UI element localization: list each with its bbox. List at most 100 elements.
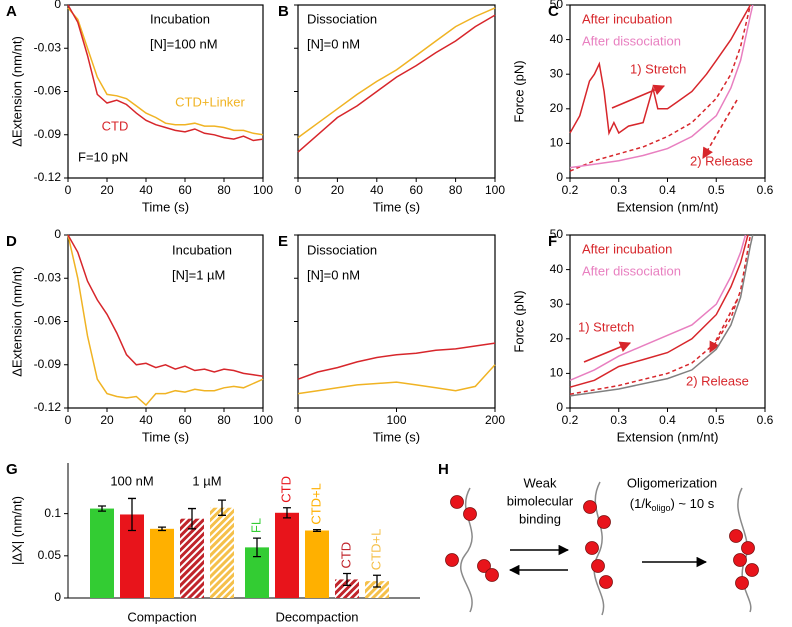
y-tick-label: 30 [550, 66, 564, 80]
y-tick-label: 40 [550, 262, 564, 276]
x-tick-label: 0.3 [610, 413, 627, 427]
bar [90, 508, 114, 598]
stretch-arrow [611, 84, 666, 109]
bar-label: CTD+L [308, 483, 323, 525]
y-tick-label: 0.1 [44, 506, 61, 520]
annotation: [N]=100 nM [150, 36, 218, 51]
x-tick-label: 100 [485, 183, 505, 197]
protein [585, 541, 599, 555]
release-arrow [709, 299, 738, 353]
error-bar [188, 507, 196, 530]
annotation: Dissociation [307, 242, 377, 257]
x-tick-label: 60 [178, 183, 192, 197]
series-label: After dissociation [582, 33, 681, 48]
error-bar [373, 574, 381, 588]
series-line [67, 7, 264, 136]
panel-letter: C [548, 3, 559, 20]
panel-letter: D [6, 233, 17, 250]
error-bar [98, 505, 106, 512]
x-axis-label: Time (s) [142, 429, 189, 444]
error-bar [253, 537, 261, 558]
series-line [297, 342, 496, 380]
error-bar [313, 529, 321, 532]
x-tick-label: 0 [295, 413, 302, 427]
panel-letter: B [278, 3, 289, 20]
error-bar [343, 572, 351, 586]
x-tick-label: 0.3 [610, 183, 627, 197]
panel-letter: H [438, 461, 449, 478]
bar-label: CTD [338, 542, 353, 569]
panel-letter: A [6, 3, 17, 20]
panel-letter: F [548, 233, 557, 250]
bar [210, 507, 234, 598]
bar-label: CTD+L [368, 529, 383, 571]
y-tick-label: 0 [556, 170, 563, 184]
release-arrow [702, 99, 738, 159]
x-tick-label: 80 [217, 413, 231, 427]
y-tick-label: 50 [550, 227, 564, 241]
x-axis-label: Extension (nm/nt) [617, 429, 719, 444]
protein [485, 568, 499, 582]
y-tick-label: 0 [54, 0, 61, 11]
x-tick-label: 200 [485, 413, 505, 427]
x-tick-label: 0.5 [708, 413, 725, 427]
series-line [297, 14, 496, 153]
x-axis-label: Time (s) [142, 199, 189, 214]
x-axis-label: Extension (nm/nt) [617, 199, 719, 214]
y-tick-label: 50 [550, 0, 564, 11]
y-tick-label: 20 [550, 101, 564, 115]
x-tick-label: 20 [331, 183, 345, 197]
series-line [67, 4, 264, 142]
x-tick-label: 0 [65, 183, 72, 197]
x-tick-label: 100 [253, 413, 273, 427]
series-line [297, 7, 496, 139]
arrows [583, 84, 738, 363]
x-tick-label: 20 [100, 183, 114, 197]
y-tick-label: -0.12 [34, 170, 62, 184]
y-tick-label: 10 [550, 366, 564, 380]
y-tick-label: 0 [54, 227, 61, 241]
annotation: Dissociation [307, 11, 377, 26]
y-tick-label: -0.09 [34, 127, 62, 141]
oligo-label: Oligomerization [627, 475, 717, 490]
y-tick-label: 0.05 [38, 548, 62, 562]
protein [463, 507, 477, 521]
concentration-label: 100 nM [110, 473, 153, 488]
annotation: Incubation [172, 242, 232, 257]
rate-label: (1/koligo) ~ 10 s [630, 496, 715, 513]
x-tick-label: 0.2 [562, 183, 579, 197]
bar [180, 518, 204, 598]
protein [741, 541, 755, 555]
x-tick-label: 0 [65, 413, 72, 427]
binding-label: Weak [524, 475, 557, 490]
series-label: CTD+Linker [175, 94, 245, 109]
protein [450, 495, 464, 509]
concentration-label: 1 µM [192, 473, 221, 488]
y-axis-label: ΔExtension (nm/nt) [9, 36, 24, 147]
annotation: F=10 pN [78, 149, 128, 164]
x-tick-label: 40 [139, 413, 153, 427]
series-line [569, 4, 752, 136]
series-line [569, 234, 749, 388]
bar [150, 528, 174, 598]
plot-frame [297, 4, 496, 179]
series-line [569, 234, 747, 381]
protein [477, 559, 491, 573]
x-tick-label: 20 [100, 413, 114, 427]
x-category-label: Compaction [127, 609, 196, 624]
x-tick-label: 100 [253, 183, 273, 197]
error-bar [128, 497, 136, 532]
x-tick-label: 0 [295, 183, 302, 197]
x-tick-label: 40 [370, 183, 384, 197]
annotation: [N]=0 nM [307, 267, 360, 282]
annotation: 1) Stretch [630, 61, 686, 76]
x-tick-label: 100 [386, 413, 406, 427]
y-tick-label: -0.03 [34, 270, 62, 284]
x-tick-label: 0.6 [757, 413, 774, 427]
x-tick-label: 60 [410, 183, 424, 197]
annotation: 1) Stretch [578, 319, 634, 334]
error-bar [283, 507, 291, 519]
annotation: Incubation [150, 11, 210, 26]
y-axis-label: ΔExtension (nm/nt) [9, 266, 24, 377]
panel-letter: E [278, 233, 288, 250]
